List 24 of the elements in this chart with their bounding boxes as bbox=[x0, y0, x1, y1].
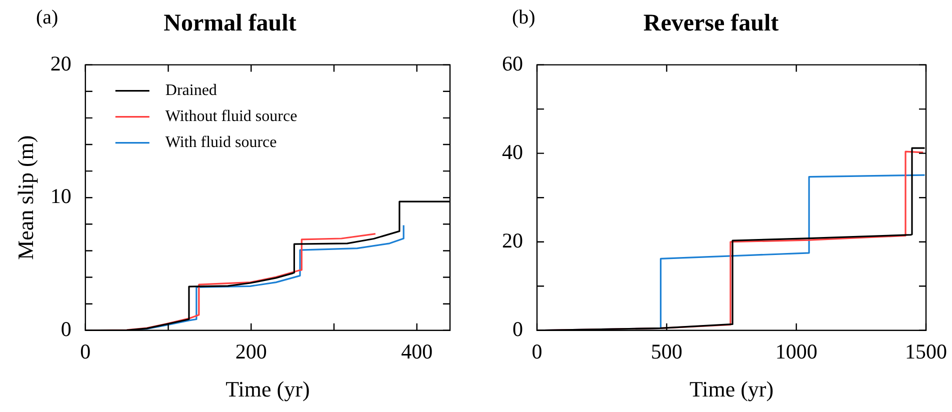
x-tick-label: 1000 bbox=[775, 340, 818, 364]
x-tick-label: 400 bbox=[401, 340, 433, 364]
text: (a) bbox=[36, 6, 58, 28]
legend-label: With fluid source bbox=[165, 134, 277, 152]
chart-title: Reverse fault bbox=[643, 10, 779, 37]
y-tick-label: 20 bbox=[50, 51, 72, 76]
chart-title: Normal fault bbox=[164, 10, 296, 37]
x-tick-label: 0 bbox=[80, 340, 91, 364]
x-tick-label: 0 bbox=[532, 340, 542, 364]
text: (b) bbox=[512, 6, 536, 28]
x-axis-title: Time (yr) bbox=[226, 376, 310, 402]
x-tick-label: 500 bbox=[650, 340, 682, 364]
y-tick-label: 0 bbox=[512, 316, 523, 341]
y-tick-label: 0 bbox=[60, 316, 72, 341]
y-tick-label: 20 bbox=[502, 228, 523, 252]
legend-label: Without fluid source bbox=[165, 108, 298, 126]
y-tick-label: 40 bbox=[502, 140, 523, 164]
y-tick-label: 10 bbox=[50, 184, 72, 208]
y-axis-title: Mean slip (m) bbox=[12, 135, 38, 260]
x-axis-title: Time (yr) bbox=[689, 376, 774, 402]
x-tick-label: 1500 bbox=[905, 340, 947, 364]
x-tick-label: 200 bbox=[235, 340, 267, 364]
y-tick-label: 60 bbox=[502, 51, 523, 76]
legend-label: Drained bbox=[165, 82, 217, 100]
